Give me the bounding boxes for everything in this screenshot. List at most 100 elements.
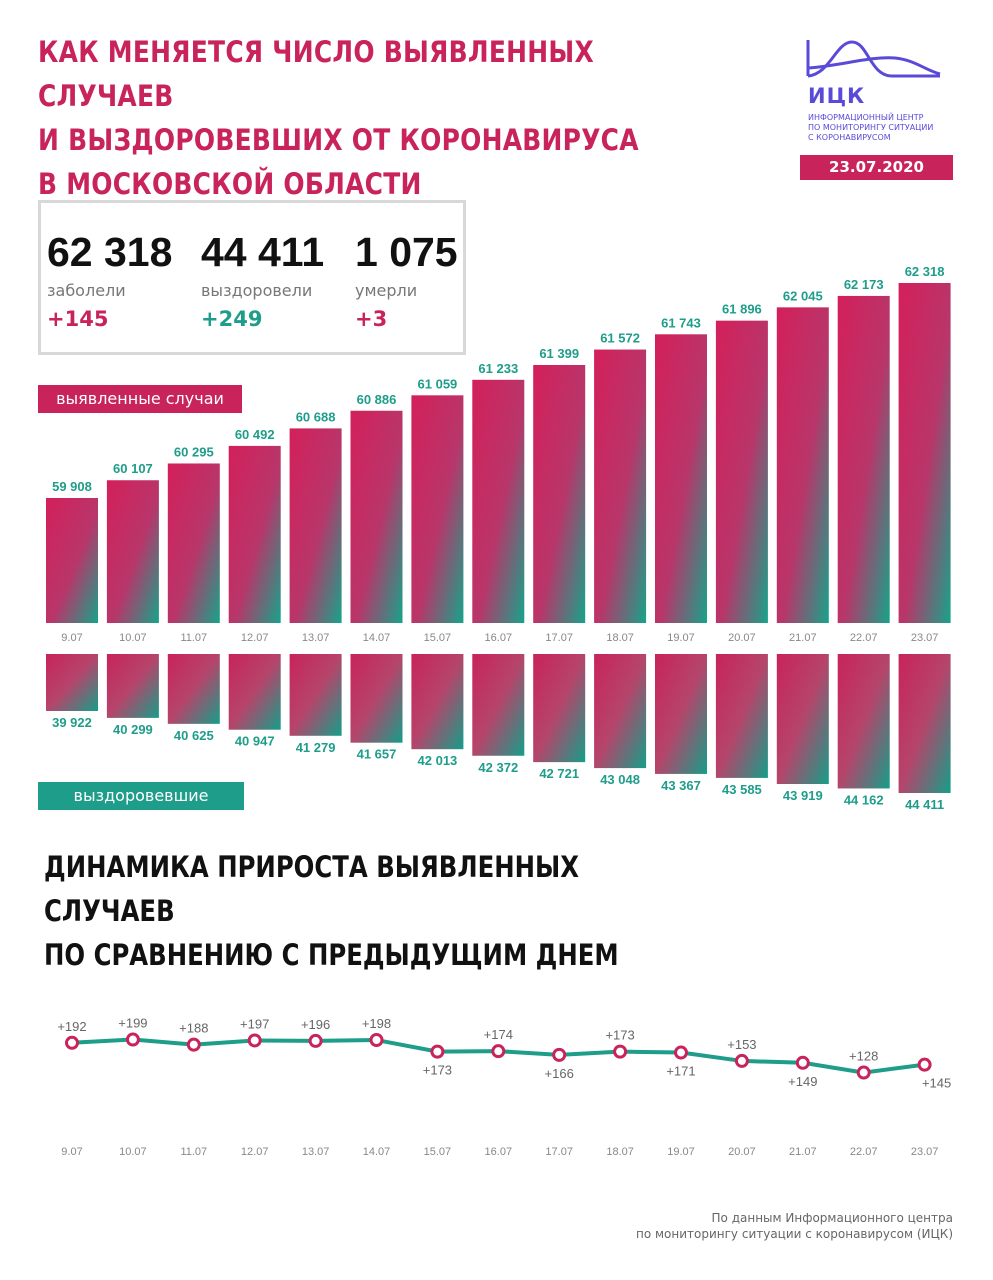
growth-date-label: 23.07 [911, 1146, 939, 1158]
page-title: КАК МЕНЯЕТСЯ ЧИСЛО ВЫЯВЛЕННЫХ СЛУЧАЕВ И … [38, 30, 657, 206]
date-tick-label: 12.07 [241, 632, 269, 644]
cases-bar [289, 428, 342, 623]
title-line-1: КАК МЕНЯЕТСЯ ЧИСЛО ВЫЯВЛЕННЫХ СЛУЧАЕВ [38, 35, 594, 113]
growth-value-label: +174 [484, 1027, 513, 1042]
growth-title-line-1: ДИНАМИКА ПРИРОСТА ВЫЯВЛЕННЫХ СЛУЧАЕВ [44, 850, 580, 928]
logo-subtitle-line: С КОРОНАВИРУСОМ [808, 133, 891, 142]
date-tick-label: 11.07 [180, 632, 207, 644]
growth-point [186, 1037, 201, 1052]
cases-bar [472, 379, 525, 623]
cases-bar [776, 307, 829, 623]
date-tick-label: 15.07 [424, 632, 452, 644]
growth-chart-title: ДИНАМИКА ПРИРОСТА ВЫЯВЛЕННЫХ СЛУЧАЕВ ПО … [44, 845, 682, 977]
date-tick-label: 13.07 [302, 632, 330, 644]
recovered-bar [715, 654, 768, 778]
cases-value-label: 60 295 [174, 444, 214, 459]
recovered-bar [228, 654, 281, 730]
cases-value-label: 61 399 [539, 346, 579, 361]
date-tick-label: 17.07 [545, 632, 573, 644]
growth-value-label: +173 [605, 1028, 634, 1043]
growth-date-label: 16.07 [485, 1146, 513, 1158]
cases-value-label: 61 896 [722, 302, 762, 317]
growth-point [917, 1057, 932, 1072]
growth-point [430, 1044, 445, 1059]
growth-title-line-2: ПО СРАВНЕНИЮ С ПРЕДЫДУЩИМ ДНЕМ [44, 938, 619, 972]
stat-recovered-delta: +249 [201, 307, 263, 331]
recovered-value-label: 40 625 [174, 728, 214, 743]
growth-value-label: +149 [788, 1074, 817, 1089]
recovered-bar [167, 654, 220, 724]
logo-subtitle: ИНФОРМАЦИОННЫЙ ЦЕНТР ПО МОНИТОРИНГУ СИТУ… [808, 113, 968, 143]
date-tick-label: 19.07 [667, 632, 695, 644]
cases-bar [411, 395, 464, 623]
cases-value-label: 61 572 [600, 331, 640, 346]
cases-bar [533, 364, 586, 623]
growth-point [552, 1047, 567, 1062]
cases-value-label: 62 045 [783, 288, 823, 303]
title-line-2: И ВЫЗДОРОВЕВШИХ ОТ КОРОНАВИРУСА [38, 123, 639, 157]
cases-bar [594, 349, 647, 623]
recovered-bar [350, 654, 403, 743]
stat-cases: 62 318 заболели +145 [47, 229, 172, 332]
recovered-bars: 39 922 40 299 40 625 40 947 41 279 41 657 42 0… [46, 654, 951, 812]
cases-value-label: 60 886 [357, 392, 397, 407]
cases-bar [167, 463, 220, 623]
growth-point [795, 1055, 810, 1070]
cases-value-label: 61 743 [661, 315, 701, 330]
recovered-value-label: 44 411 [905, 797, 944, 812]
cases-bar [655, 334, 707, 623]
recovered-value-label: 43 048 [600, 772, 640, 787]
stat-cases-delta: +145 [47, 307, 109, 331]
cases-value-label: 60 107 [113, 461, 153, 476]
stat-deaths-delta: +3 [355, 307, 388, 331]
growth-value-label: +166 [545, 1066, 574, 1081]
cases-bar [46, 498, 98, 623]
cases-bar [106, 480, 159, 623]
growth-value-label: +153 [727, 1037, 756, 1052]
recovered-bar [655, 654, 707, 774]
cases-bar [715, 320, 768, 623]
growth-point [491, 1044, 506, 1059]
cases-value-label: 62 173 [844, 277, 884, 292]
growth-value-label: +145 [922, 1076, 951, 1091]
date-tick-label: 16.07 [485, 632, 513, 644]
growth-date-label: 11.07 [180, 1146, 207, 1158]
growth-date-label: 13.07 [302, 1146, 330, 1158]
date-tick-label: 23.07 [911, 632, 939, 644]
date-tick-label: 21.07 [789, 632, 817, 644]
recovered-value-label: 39 922 [52, 715, 92, 730]
recovered-bar [776, 654, 829, 785]
recovered-bar [898, 654, 951, 793]
recovered-value-label: 41 657 [357, 747, 397, 762]
stat-recovered-label: выздоровели [201, 281, 313, 300]
recovered-value-label: 40 299 [113, 722, 153, 737]
recovered-value-label: 42 721 [539, 766, 579, 781]
stat-deaths: 1 075 умерли +3 [355, 229, 458, 332]
growth-point [674, 1045, 688, 1060]
growth-value-label: +188 [179, 1021, 208, 1036]
growth-point [247, 1033, 262, 1048]
cases-value-label: 61 059 [418, 376, 458, 391]
growth-value-label: +128 [849, 1049, 878, 1064]
growth-date-label: 12.07 [241, 1146, 269, 1158]
recovered-bar [837, 654, 890, 789]
cases-value-label: 60 688 [296, 409, 336, 424]
cases-bar [228, 445, 281, 623]
growth-value-label: +199 [118, 1016, 147, 1031]
date-badge: 23.07.2020 [800, 155, 953, 180]
source-footer: По данным Информационного центра по мони… [636, 1210, 953, 1242]
recovered-bar [472, 654, 525, 756]
recovered-bar [289, 654, 342, 736]
cases-value-label: 60 492 [235, 427, 275, 442]
date-tick-label: 9.07 [61, 632, 82, 644]
recovered-value-label: 43 919 [783, 788, 823, 803]
growth-date-label: 21.07 [789, 1146, 817, 1158]
cases-value-label: 62 318 [905, 264, 945, 279]
stat-cases-number: 62 318 [47, 229, 173, 275]
legend-recovered: выздоровевшие [38, 782, 244, 810]
recovered-bar [106, 654, 159, 718]
growth-value-label: +192 [57, 1019, 86, 1034]
logo-subtitle-line: ПО МОНИТОРИНГУ СИТУАЦИИ [808, 123, 934, 132]
cases-bar [898, 283, 951, 623]
stat-recovered: 44 411 выздоровели +249 [201, 229, 324, 332]
